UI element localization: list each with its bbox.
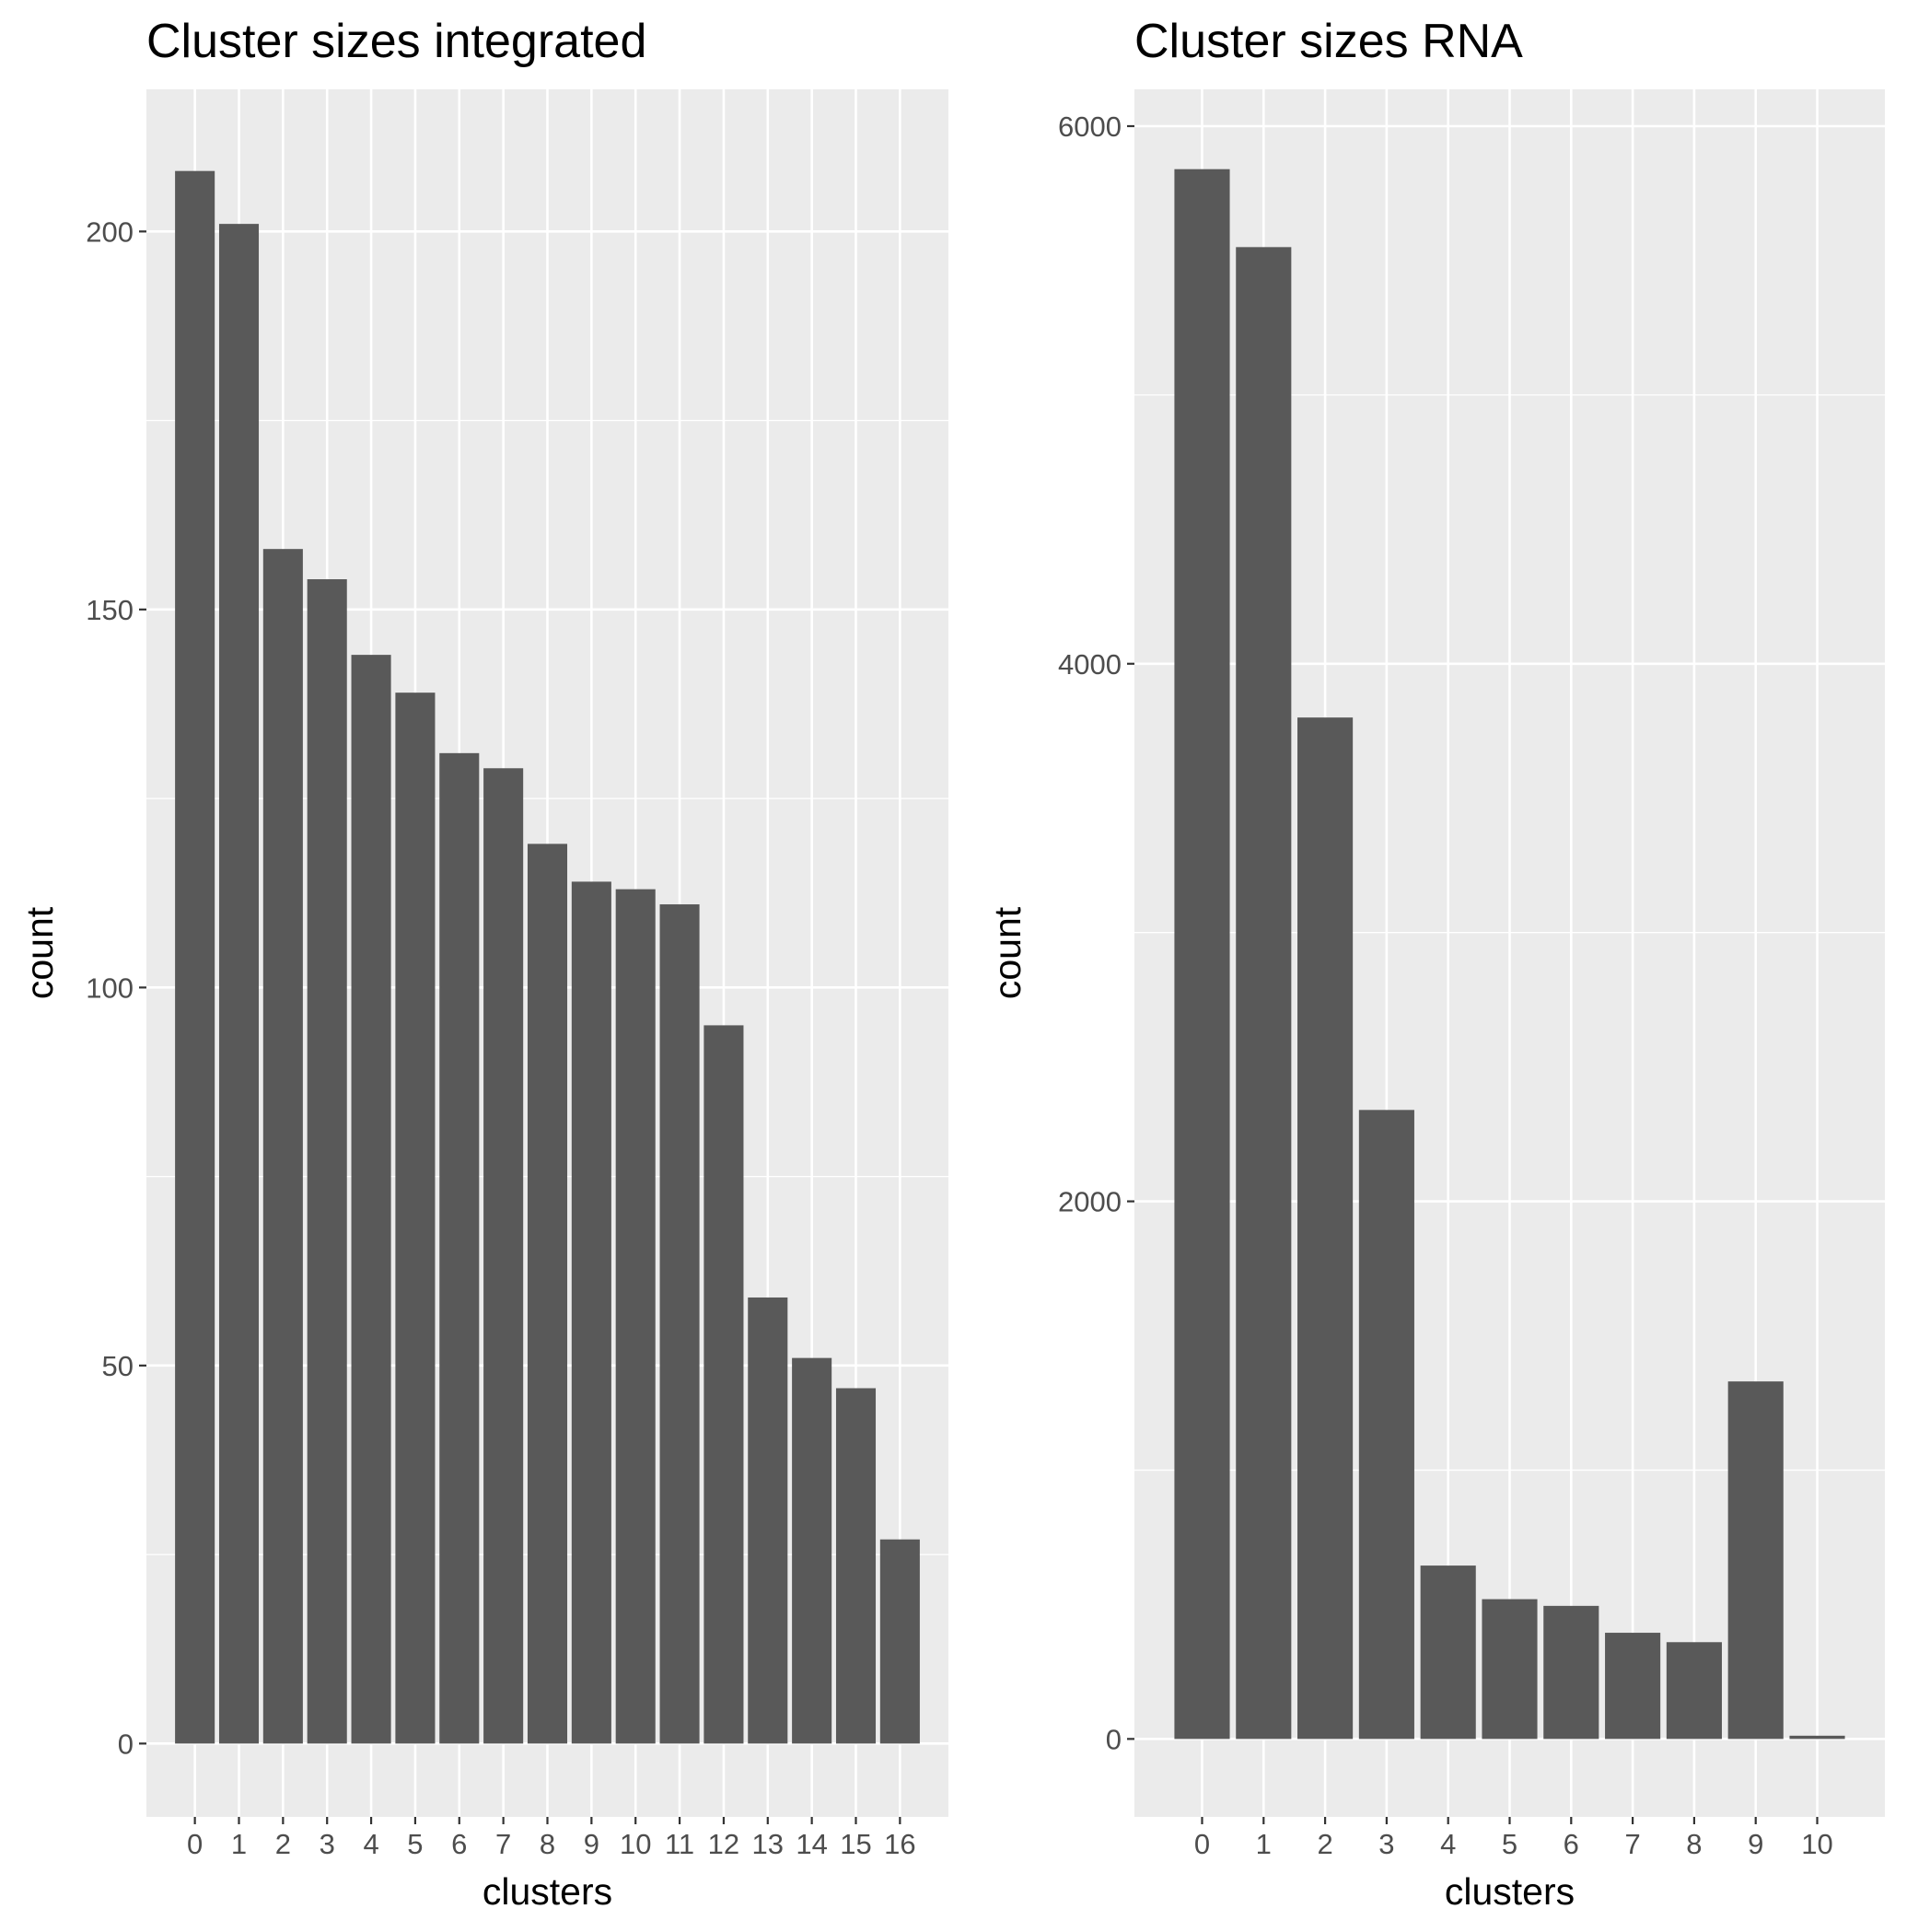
x-tick-label: 14 (796, 1828, 827, 1860)
bar-cluster-4 (1420, 1565, 1476, 1740)
chart-title: Cluster sizes RNA (1134, 15, 1523, 68)
x-tick-label: 4 (363, 1828, 378, 1860)
x-tick-label: 13 (752, 1828, 784, 1860)
y-tick-label: 0 (118, 1728, 134, 1760)
x-tick-label: 7 (1624, 1828, 1640, 1860)
x-tick-label: 15 (840, 1828, 871, 1860)
bar-cluster-8 (527, 844, 568, 1744)
y-tick-label: 0 (1106, 1723, 1122, 1755)
x-tick-label: 1 (231, 1828, 247, 1860)
x-tick-label: 3 (320, 1828, 335, 1860)
bar-cluster-3 (1358, 1110, 1414, 1740)
x-tick-label: 2 (275, 1828, 291, 1860)
x-tick-label: 2 (1317, 1828, 1332, 1860)
chart-panel-rna: 0 2000 4000 6000 0 1 2 3 4 5 6 7 8 9 10 Cluster sizes R… (986, 15, 1885, 1913)
x-tick-label: 12 (708, 1828, 739, 1860)
x-tick-label: 1 (1256, 1828, 1272, 1860)
x-tick-label: 0 (1194, 1828, 1210, 1860)
bar-cluster-9 (1727, 1381, 1784, 1740)
bar-cluster-16 (879, 1539, 920, 1744)
x-axis-title: clusters (482, 1870, 612, 1913)
x-tick-label: 4 (1440, 1828, 1456, 1860)
y-axis-title: count (986, 906, 1029, 999)
x-tick-label: 9 (1748, 1828, 1763, 1860)
bar-cluster-6 (1543, 1605, 1599, 1740)
bar-cluster-0 (175, 170, 215, 1744)
y-tick-label: 150 (86, 594, 134, 626)
y-tick-label: 50 (102, 1350, 134, 1382)
chart-title: Cluster sizes integrated (146, 15, 646, 68)
x-tick-label: 10 (620, 1828, 651, 1860)
bar-cluster-7 (483, 768, 524, 1744)
x-tick-label: 6 (1564, 1828, 1579, 1860)
x-axis-title: clusters (1445, 1870, 1575, 1913)
x-tick-label: 7 (495, 1828, 511, 1860)
x-tick-label: 5 (1502, 1828, 1517, 1860)
bar-cluster-5 (1482, 1599, 1538, 1740)
x-tick-label: 9 (584, 1828, 599, 1860)
bar-cluster-5 (395, 692, 436, 1744)
bar-cluster-14 (792, 1357, 832, 1744)
bar-cluster-13 (748, 1297, 788, 1744)
x-tick-label: 6 (451, 1828, 467, 1860)
x-tick-label: 3 (1378, 1828, 1394, 1860)
x-tick-label: 8 (540, 1828, 555, 1860)
bar-cluster-2 (1297, 717, 1354, 1740)
y-axis-title: count (18, 906, 61, 999)
bar-cluster-10 (1789, 1735, 1845, 1740)
bar-cluster-1 (218, 224, 260, 1744)
y-tick-label: 200 (86, 215, 134, 248)
y-tick-label: 4000 (1058, 648, 1122, 681)
bar-cluster-1 (1236, 247, 1292, 1740)
bar-cluster-2 (262, 549, 303, 1744)
bar-cluster-12 (703, 1025, 744, 1744)
x-tick-label: 10 (1801, 1828, 1832, 1860)
y-tick-label: 2000 (1058, 1186, 1122, 1218)
x-tick-label: 5 (407, 1828, 423, 1860)
bar-cluster-9 (571, 881, 611, 1744)
bar-cluster-10 (615, 889, 656, 1744)
y-tick-label: 100 (86, 972, 134, 1004)
bar-cluster-8 (1666, 1642, 1722, 1740)
bar-cluster-15 (835, 1388, 877, 1744)
bar-cluster-3 (307, 579, 347, 1744)
bar-cluster-0 (1174, 169, 1230, 1740)
x-tick-label: 11 (665, 1828, 694, 1860)
y-tick-label: 6000 (1058, 111, 1122, 143)
x-tick-label: 0 (187, 1828, 203, 1860)
bar-cluster-7 (1605, 1633, 1661, 1740)
bar-cluster-6 (439, 752, 480, 1744)
x-tick-label: 8 (1686, 1828, 1702, 1860)
bar-cluster-4 (351, 655, 391, 1744)
x-tick-label: 16 (884, 1828, 915, 1860)
bar-cluster-11 (659, 904, 700, 1744)
